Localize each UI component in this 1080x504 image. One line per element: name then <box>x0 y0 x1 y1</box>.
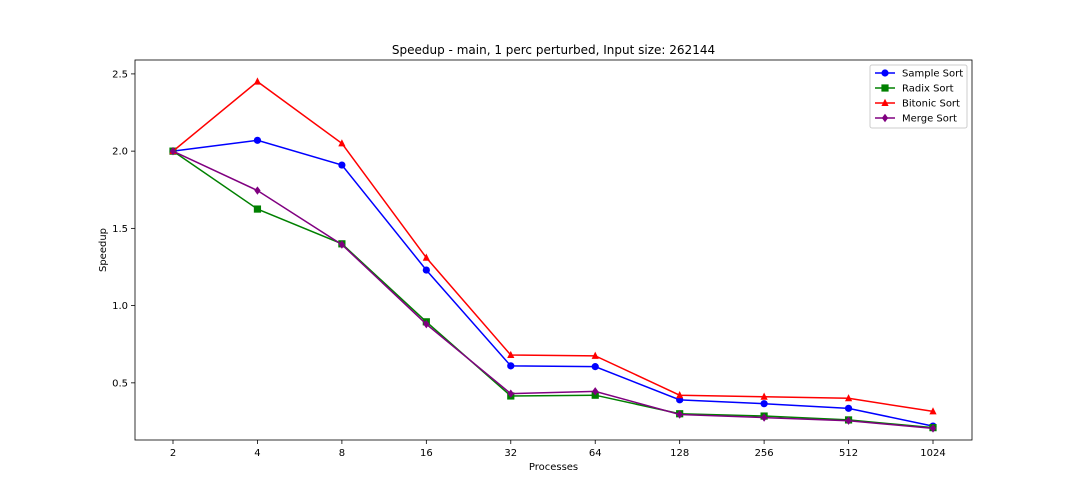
series-sample-sort <box>169 136 937 430</box>
x-tick-label: 512 <box>839 448 858 459</box>
legend-marker <box>881 69 889 77</box>
data-point-merge-sort <box>676 410 683 419</box>
y-tick-label: 2.0 <box>112 147 128 158</box>
x-tick-label: 64 <box>589 448 602 459</box>
data-point-sample-sort <box>844 404 853 412</box>
y-tick-label: 1.5 <box>112 224 128 235</box>
x-tick-label: 128 <box>670 448 689 459</box>
data-point-bitonic-sort <box>676 391 684 399</box>
legend-marker <box>881 98 889 106</box>
series-layer <box>169 77 937 433</box>
data-point-bitonic-sort <box>422 253 430 261</box>
data-point-radix-sort <box>253 205 262 213</box>
legend-label: Radix Sort <box>902 84 954 95</box>
data-point-sample-sort <box>338 161 346 169</box>
data-point-sample-sort <box>422 266 430 274</box>
x-tick-label: 4 <box>254 448 260 459</box>
series-line-sample-sort <box>172 139 934 427</box>
legend-label: Sample Sort <box>902 69 963 80</box>
legend-label: Bitonic Sort <box>902 99 960 110</box>
x-tick-label: 16 <box>420 448 433 459</box>
series-line-merge-sort <box>172 150 934 430</box>
x-tick-label: 2 <box>170 448 176 459</box>
data-point-merge-sort <box>423 319 430 329</box>
y-tick-label: 2.5 <box>112 69 128 80</box>
y-axis: 0.5 1.0 1.5 2.0 2.5 <box>112 69 135 389</box>
data-point-merge-sort <box>929 424 937 433</box>
plot-frame <box>134 59 973 441</box>
legend-box <box>869 64 968 129</box>
x-tick-label: 32 <box>504 448 517 459</box>
y-tick-label: 1.0 <box>112 301 128 312</box>
legend-item-bitonic-sort: Bitonic Sort <box>875 99 960 110</box>
series-line-bitonic-sort <box>172 80 934 413</box>
data-point-bitonic-sort <box>760 392 768 400</box>
x-tick-label: 1024 <box>920 448 945 459</box>
legend-marker <box>881 113 889 123</box>
data-point-sample-sort <box>591 363 599 371</box>
legend: Sample Sort Radix Sort Bitonic Sort Merge S… <box>869 64 968 129</box>
x-tick-label: 8 <box>339 448 345 459</box>
data-point-bitonic-sort <box>844 394 853 402</box>
x-axis: 2 4 8 16 32 64 128 256 512 1024 <box>170 440 946 459</box>
x-tick-label: 256 <box>755 448 774 459</box>
data-point-merge-sort <box>507 389 514 398</box>
data-point-sample-sort <box>760 400 768 408</box>
legend-item-sample-sort: Sample Sort <box>875 69 963 80</box>
legend-marker <box>881 84 889 92</box>
legend-item-radix-sort: Radix Sort <box>875 84 954 95</box>
series-merge-sort <box>169 146 937 433</box>
chart-title: Speedup - main, 1 perc perturbed, Input … <box>392 43 715 57</box>
x-axis-label: Processes <box>529 462 578 473</box>
series-radix-sort <box>169 147 937 432</box>
data-point-merge-sort <box>760 413 768 422</box>
data-point-merge-sort <box>169 146 177 156</box>
data-point-merge-sort <box>845 416 852 425</box>
data-point-merge-sort <box>254 186 261 195</box>
legend-item-merge-sort: Merge Sort <box>875 114 957 125</box>
data-point-bitonic-sort <box>591 351 599 359</box>
y-tick-label: 0.5 <box>112 378 128 389</box>
data-point-sample-sort <box>507 362 515 370</box>
data-point-bitonic-sort <box>507 350 515 359</box>
y-axis-label: Speedup <box>98 228 109 272</box>
data-point-bitonic-sort <box>929 407 937 415</box>
data-point-merge-sort <box>338 240 346 249</box>
data-point-bitonic-sort <box>253 77 262 85</box>
data-point-bitonic-sort <box>338 139 346 147</box>
legend-label: Merge Sort <box>902 114 957 125</box>
data-point-merge-sort <box>592 387 599 396</box>
data-point-sample-sort <box>253 136 262 144</box>
series-line-radix-sort <box>172 150 934 429</box>
series-bitonic-sort <box>169 77 937 415</box>
